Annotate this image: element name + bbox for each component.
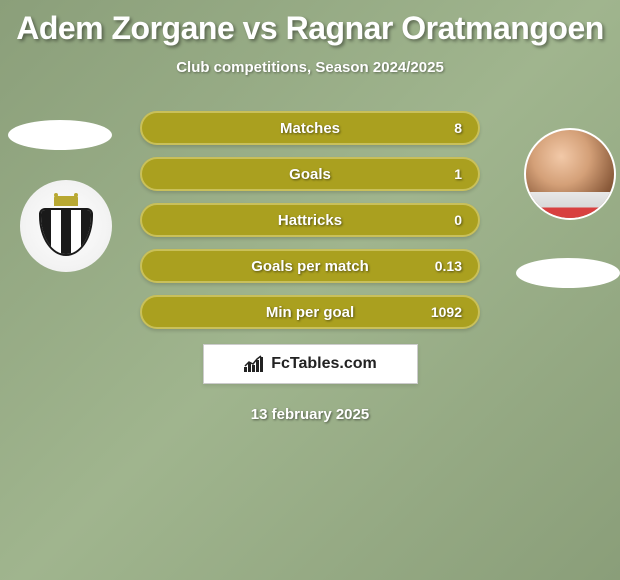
stat-row-goals-per-match: Goals per match 0.13 (140, 249, 480, 283)
stat-row-goals: Goals 1 (140, 157, 480, 191)
stat-value-right: 0 (454, 212, 462, 228)
brand-text: FcTables.com (271, 355, 377, 373)
subtitle: Club competitions, Season 2024/2025 (0, 59, 620, 76)
stat-value-right: 1092 (431, 304, 462, 320)
stat-label: Goals (289, 166, 331, 183)
stat-label: Min per goal (266, 304, 354, 321)
comparison-card: Adem Zorgane vs Ragnar Oratmangoen Club … (0, 0, 620, 580)
stat-value-right: 8 (454, 120, 462, 136)
stat-label: Matches (280, 120, 340, 137)
page-title: Adem Zorgane vs Ragnar Oratmangoen (0, 10, 620, 47)
stat-row-min-per-goal: Min per goal 1092 (140, 295, 480, 329)
stat-label: Hattricks (278, 212, 342, 229)
stat-row-hattricks: Hattricks 0 (140, 203, 480, 237)
stat-row-matches: Matches 8 (140, 111, 480, 145)
stats-area: Matches 8 Goals 1 Hattricks 0 Goals per … (0, 111, 620, 329)
stat-value-right: 0.13 (435, 258, 462, 274)
stat-value-right: 1 (454, 166, 462, 182)
brand-box[interactable]: FcTables.com (203, 344, 418, 384)
footer-date: 13 february 2025 (0, 406, 620, 423)
chart-icon (243, 355, 265, 373)
stat-label: Goals per match (251, 258, 369, 275)
